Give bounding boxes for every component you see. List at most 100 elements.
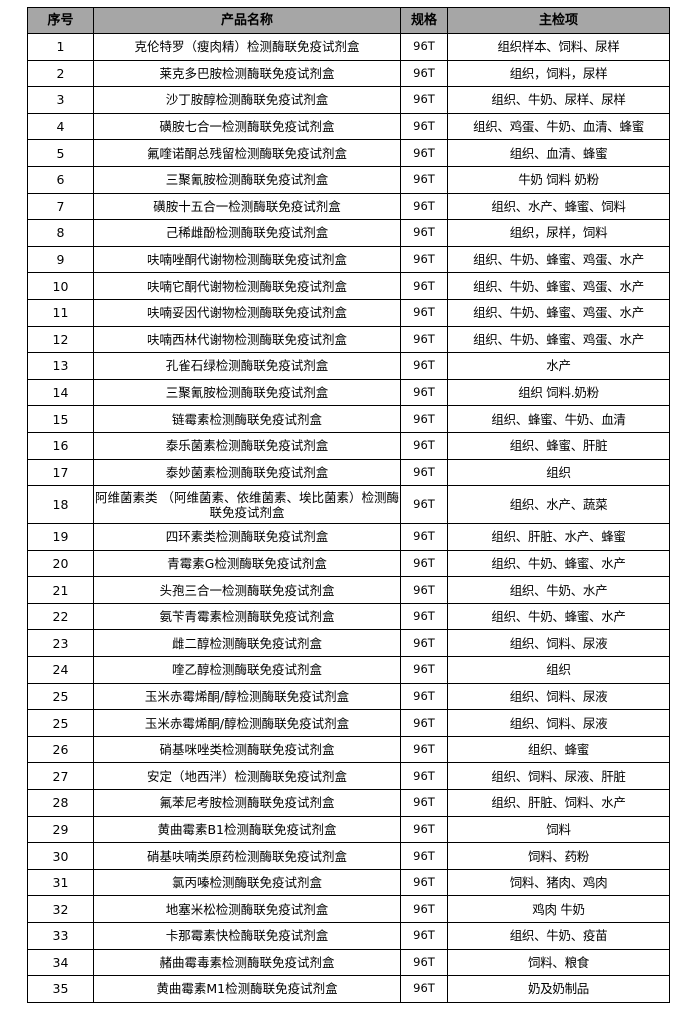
table-row: 35 黄曲霉素M1检测酶联免疫试剂盒 96T 奶及奶制品 <box>27 975 670 1003</box>
cell-product-name: 莱克多巴胺检测酶联免疫试剂盒 <box>93 59 401 88</box>
cell-spec: 96T <box>400 405 448 433</box>
cell-test-items: 组织，饲料，尿样 <box>447 59 670 88</box>
cell-index: 18 <box>27 485 94 525</box>
table-row: 32 地塞米松检测酶联免疫试剂盒 96T 鸡肉 牛奶 <box>27 895 670 923</box>
cell-test-items: 组织、饲料、尿液 <box>447 709 670 737</box>
cell-index: 6 <box>27 165 94 194</box>
cell-index: 35 <box>27 975 94 1003</box>
cell-test-items: 牛奶 饲料 奶粉 <box>447 165 670 194</box>
cell-test-items: 组织、牛奶、蜂蜜、鸡蛋、水产 <box>447 298 670 327</box>
cell-spec: 96T <box>400 165 448 194</box>
cell-product-name: 泰妙菌素检测酶联免疫试剂盒 <box>93 458 401 487</box>
table-row: 34 赭曲霉毒素检测酶联免疫试剂盒 96T 饲料、粮食 <box>27 948 670 977</box>
cell-index: 33 <box>27 922 94 950</box>
cell-test-items: 饲料、粮食 <box>447 948 670 977</box>
cell-test-items: 水产 <box>447 352 670 380</box>
cell-index: 17 <box>27 458 94 487</box>
table-row: 20 青霉素G检测酶联免疫试剂盒 96T 组织、牛奶、蜂蜜、水产 <box>27 549 670 578</box>
cell-product-name: 卡那霉素快检酶联免疫试剂盒 <box>93 922 401 950</box>
cell-test-items: 组织、蜂蜜、肝脏 <box>447 431 670 460</box>
cell-spec: 96T <box>400 815 448 844</box>
cell-index: 32 <box>27 895 94 923</box>
cell-spec: 96T <box>400 86 448 114</box>
cell-index: 4 <box>27 112 94 141</box>
cell-spec: 96T <box>400 112 448 141</box>
cell-spec: 96T <box>400 219 448 247</box>
cell-spec: 96T <box>400 352 448 380</box>
cell-product-name: 黄曲霉素M1检测酶联免疫试剂盒 <box>93 975 401 1003</box>
cell-index: 14 <box>27 378 94 407</box>
cell-index: 24 <box>27 656 94 684</box>
table-row: 6 三聚氰胺检测酶联免疫试剂盒 96T 牛奶 饲料 奶粉 <box>27 165 670 194</box>
cell-spec: 96T <box>400 245 448 274</box>
cell-product-name: 玉米赤霉烯酮/醇检测酶联免疫试剂盒 <box>93 682 401 711</box>
table-row: 26 硝基咪唑类检测酶联免疫试剂盒 96T 组织、蜂蜜 <box>27 735 670 764</box>
cell-index: 23 <box>27 629 94 658</box>
header-test-items: 主检项 <box>447 7 670 34</box>
cell-spec: 96T <box>400 948 448 977</box>
cell-product-name: 己稀雌酚检测酶联免疫试剂盒 <box>93 219 401 247</box>
cell-index: 21 <box>27 576 94 604</box>
cell-index: 1 <box>27 33 94 61</box>
table-row: 15 链霉素检测酶联免疫试剂盒 96T 组织、蜂蜜、牛奶、血清 <box>27 405 670 433</box>
cell-spec: 96T <box>400 629 448 658</box>
cell-test-items: 组织、牛奶、蜂蜜、鸡蛋、水产 <box>447 272 670 300</box>
cell-test-items: 组织、牛奶、尿样、尿样 <box>447 86 670 114</box>
table-row: 23 雌二醇检测酶联免疫试剂盒 96T 组织、饲料、尿液 <box>27 629 670 658</box>
cell-spec: 96T <box>400 975 448 1003</box>
table-row: 25 玉米赤霉烯酮/醇检测酶联免疫试剂盒 96T 组织、饲料、尿液 <box>27 709 670 737</box>
cell-product-name: 安定（地西泮）检测酶联免疫试剂盒 <box>93 762 401 791</box>
cell-spec: 96T <box>400 378 448 407</box>
cell-product-name: 四环素类检测酶联免疫试剂盒 <box>93 523 401 551</box>
cell-index: 27 <box>27 762 94 791</box>
cell-index: 11 <box>27 298 94 327</box>
cell-product-name: 头孢三合一检测酶联免疫试剂盒 <box>93 576 401 604</box>
cell-index: 7 <box>27 192 94 221</box>
cell-index: 31 <box>27 868 94 897</box>
cell-product-name: 链霉素检测酶联免疫试剂盒 <box>93 405 401 433</box>
cell-spec: 96T <box>400 33 448 61</box>
cell-spec: 96T <box>400 192 448 221</box>
cell-product-name: 地塞米松检测酶联免疫试剂盒 <box>93 895 401 923</box>
table-row: 24 喹乙醇检测酶联免疫试剂盒 96T 组织 <box>27 656 670 684</box>
cell-spec: 96T <box>400 842 448 870</box>
table-row: 5 氟喹诺酮总残留检测酶联免疫试剂盒 96T 组织、血清、蜂蜜 <box>27 139 670 167</box>
cell-test-items: 组织、蜂蜜、牛奶、血清 <box>447 405 670 433</box>
cell-test-items: 组织、水产、蜂蜜、饲料 <box>447 192 670 221</box>
cell-test-items: 组织，尿样，饲料 <box>447 219 670 247</box>
cell-test-items: 奶及奶制品 <box>447 975 670 1003</box>
cell-product-name: 三聚氰胺检测酶联免疫试剂盒 <box>93 378 401 407</box>
table-row: 13 孔雀石绿检测酶联免疫试剂盒 96T 水产 <box>27 352 670 380</box>
table-row: 30 硝基呋喃类原药检测酶联免疫试剂盒 96T 饲料、药粉 <box>27 842 670 870</box>
cell-index: 30 <box>27 842 94 870</box>
cell-index: 29 <box>27 815 94 844</box>
cell-test-items: 组织 <box>447 656 670 684</box>
cell-index: 12 <box>27 325 94 354</box>
cell-index: 3 <box>27 86 94 114</box>
table-row: 17 泰妙菌素检测酶联免疫试剂盒 96T 组织 <box>27 458 670 487</box>
cell-spec: 96T <box>400 431 448 460</box>
table-row: 18 阿维菌素类 （阿维菌素、依维菌素、埃比菌素）检测酶联免疫试剂盒 96T 组织、水… <box>27 485 670 525</box>
cell-product-name: 呋喃唑酮代谢物检测酶联免疫试剂盒 <box>93 245 401 274</box>
cell-spec: 96T <box>400 922 448 950</box>
table-row: 19 四环素类检测酶联免疫试剂盒 96T 组织、肝脏、水产、蜂蜜 <box>27 523 670 551</box>
cell-spec: 96T <box>400 139 448 167</box>
table-row: 25 玉米赤霉烯酮/醇检测酶联免疫试剂盒 96T 组织、饲料、尿液 <box>27 682 670 711</box>
cell-index: 2 <box>27 59 94 88</box>
product-table: 序号 产品名称 规格 主检项 1 克伦特罗（瘦肉精）检测酶联免疫试剂盒 96T 组织样… <box>27 7 670 1003</box>
cell-product-name: 氯丙嗪检测酶联免疫试剂盒 <box>93 868 401 897</box>
table-body: 1 克伦特罗（瘦肉精）检测酶联免疫试剂盒 96T 组织样本、饲料、尿样 2 莱克多巴胺检测… <box>27 33 670 1003</box>
cell-product-name: 泰乐菌素检测酶联免疫试剂盒 <box>93 431 401 460</box>
cell-product-name: 呋喃西林代谢物检测酶联免疫试剂盒 <box>93 325 401 354</box>
table-row: 28 氟苯尼考胺检测酶联免疫试剂盒 96T 组织、肝脏、饲料、水产 <box>27 789 670 817</box>
cell-index: 28 <box>27 789 94 817</box>
cell-product-name: 黄曲霉素B1检测酶联免疫试剂盒 <box>93 815 401 844</box>
cell-spec: 96T <box>400 709 448 737</box>
cell-product-name: 氟苯尼考胺检测酶联免疫试剂盒 <box>93 789 401 817</box>
cell-index: 25 <box>27 709 94 737</box>
cell-test-items: 组织、饲料、尿液 <box>447 629 670 658</box>
cell-test-items: 组织、水产、蔬菜 <box>447 485 670 525</box>
cell-spec: 96T <box>400 272 448 300</box>
table-row: 31 氯丙嗪检测酶联免疫试剂盒 96T 饲料、猪肉、鸡肉 <box>27 868 670 897</box>
cell-test-items: 组织、血清、蜂蜜 <box>447 139 670 167</box>
